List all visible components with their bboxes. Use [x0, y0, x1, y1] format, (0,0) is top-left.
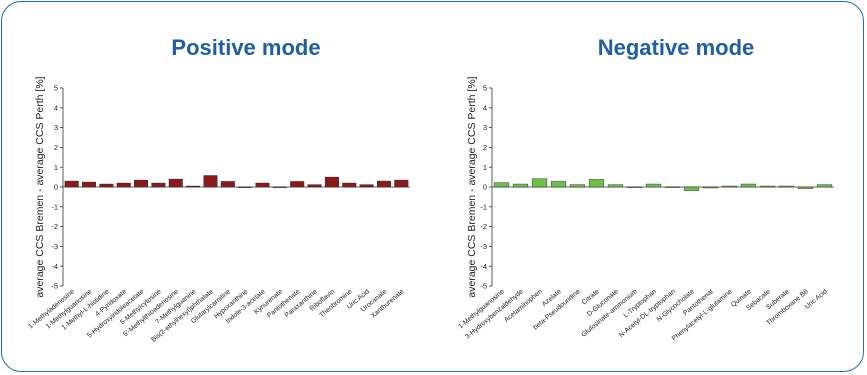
bar [817, 185, 832, 187]
y-tick-label: -2 [480, 222, 487, 231]
y-tick-label: -5 [480, 282, 487, 291]
bar [100, 184, 114, 187]
y-tick-label: -1 [480, 202, 487, 211]
y-tick-label: 1 [54, 163, 58, 172]
bar [703, 187, 718, 188]
bar [494, 183, 509, 187]
y-tick-label: 5 [54, 84, 58, 93]
bar [608, 185, 623, 187]
y-tick-label: 3 [483, 123, 487, 132]
y-tick-label: 3 [54, 123, 58, 132]
y-tick-label: 5 [483, 84, 487, 93]
bar [325, 177, 339, 187]
bar [627, 187, 642, 188]
y-tick-label: -5 [51, 282, 58, 291]
bar [779, 186, 794, 187]
bar [82, 182, 96, 187]
bar [308, 185, 322, 187]
y-axis-label: average CCS Bremen - average CCS Perth [… [34, 76, 46, 297]
bar [377, 181, 391, 187]
bar [256, 183, 270, 187]
bar [513, 184, 528, 187]
y-tick-label: 4 [54, 103, 58, 112]
bar [760, 186, 775, 187]
y-tick-label: 2 [54, 143, 58, 152]
bar [169, 179, 183, 187]
bar [134, 180, 148, 187]
bar [204, 176, 218, 187]
bar [589, 179, 604, 187]
bar [570, 185, 585, 187]
bar [65, 181, 79, 187]
y-axis-label: average CCS Bremen - average CCS Perth [… [466, 76, 478, 297]
bar [551, 181, 566, 187]
y-tick-label: -4 [51, 262, 58, 271]
y-tick-label: 0 [54, 183, 58, 192]
bar [665, 187, 680, 188]
bar [152, 183, 166, 187]
bar [290, 181, 304, 187]
bar [221, 181, 235, 187]
bar [722, 186, 737, 187]
bar [360, 185, 374, 187]
positive-chart: 5 4 3 2 1 0 -1 -2 -3 -4 -5 average CCS Bremen - ave… [27, 76, 410, 343]
bar [273, 187, 287, 188]
y-tick-label: -2 [51, 222, 58, 231]
bar [798, 187, 813, 189]
y-tick-label: -3 [51, 242, 58, 251]
y-tick-label: -4 [480, 262, 487, 271]
bar [532, 179, 547, 187]
bar [395, 180, 409, 187]
y-tick-label: 4 [483, 103, 487, 112]
bar [741, 184, 756, 187]
bar [117, 183, 131, 187]
bar [343, 183, 357, 187]
y-tick-label: 0 [483, 183, 487, 192]
y-tick-label: 1 [483, 163, 487, 172]
y-tick-label: 2 [483, 143, 487, 152]
y-tick-label: -1 [51, 202, 58, 211]
bar [684, 187, 699, 191]
y-tick-label: -3 [480, 242, 487, 251]
bar [186, 186, 200, 187]
bar [646, 184, 661, 187]
bar [238, 187, 252, 188]
